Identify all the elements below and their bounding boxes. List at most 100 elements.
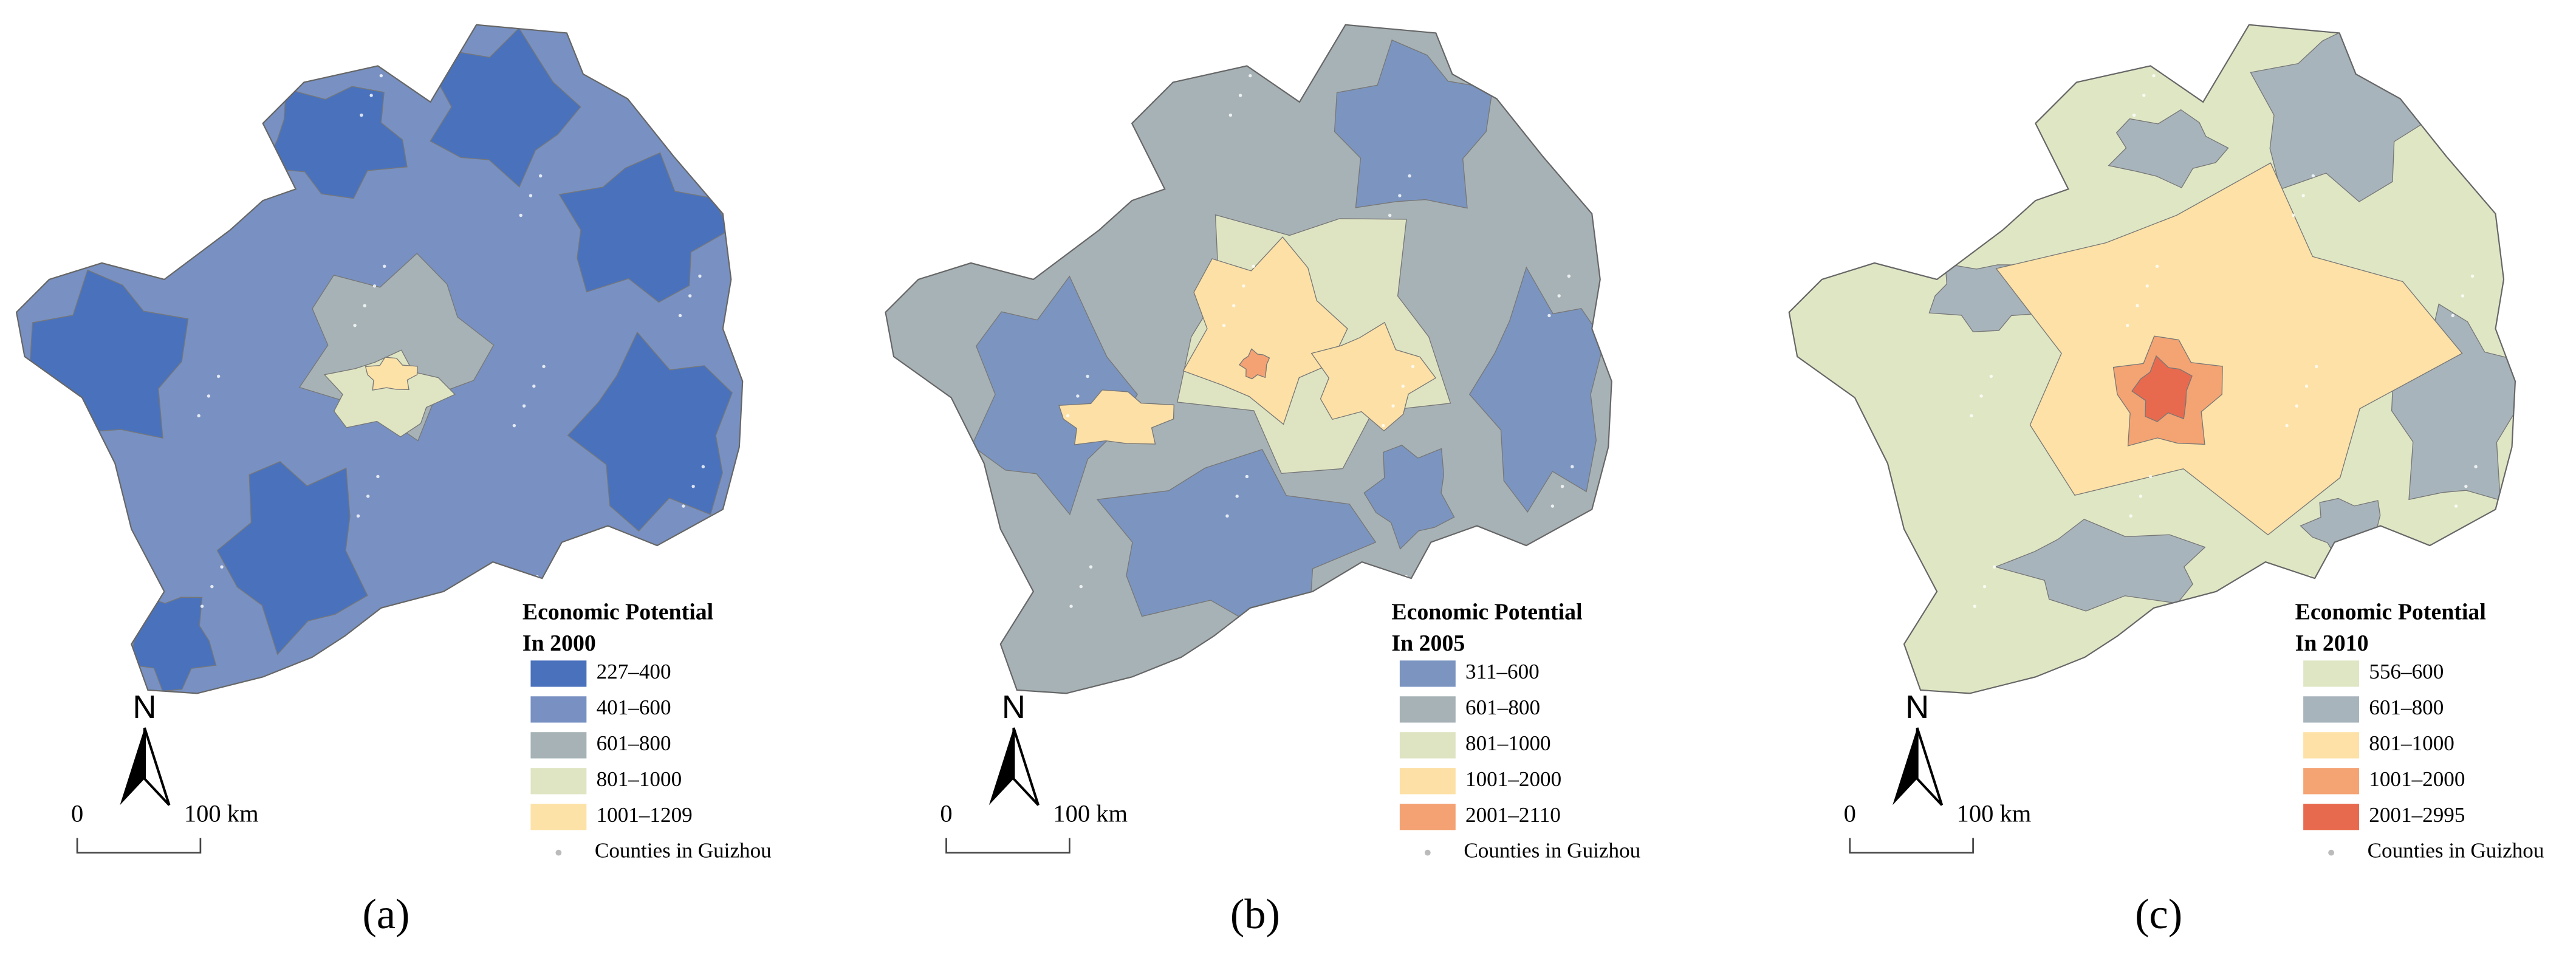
county-point — [223, 164, 227, 168]
legend-swatch — [530, 660, 587, 687]
county-point — [2298, 595, 2302, 598]
county-point — [2152, 74, 2156, 78]
county-point — [678, 313, 682, 318]
county-point — [204, 204, 207, 207]
county-point — [356, 514, 360, 518]
county-point — [213, 184, 217, 188]
legend-label: 801–1000 — [2369, 731, 2454, 755]
county-point — [1063, 224, 1066, 227]
region — [1058, 389, 1175, 445]
county-point — [542, 364, 546, 368]
scale-bar — [76, 838, 202, 854]
county-point — [2292, 213, 2295, 217]
scale-label: 0 — [940, 799, 952, 827]
county-point — [2470, 274, 2475, 278]
province-outline — [15, 24, 744, 694]
county-point — [372, 284, 377, 288]
county-point — [64, 64, 67, 68]
region — [1363, 445, 1455, 550]
county-point — [1249, 74, 1252, 78]
legend-swatch — [1399, 804, 1456, 830]
county-point — [1401, 385, 1405, 388]
region — [1310, 321, 1437, 432]
county-point — [1979, 394, 1983, 398]
scale-label: 100 km — [184, 799, 259, 827]
county-point — [220, 565, 224, 569]
county-point — [1571, 465, 1574, 468]
region — [430, 27, 581, 188]
county-point — [694, 84, 699, 87]
county-point — [200, 604, 204, 608]
county-point — [691, 484, 695, 488]
county-point — [1560, 484, 1564, 488]
legend-title: In 2000 — [522, 631, 596, 656]
legend-swatch — [2303, 768, 2360, 795]
region — [1182, 236, 1348, 425]
county-point — [1092, 164, 1096, 168]
county-point — [376, 474, 380, 479]
county-point — [1986, 184, 1990, 188]
county-point — [526, 595, 529, 598]
north-arrow — [1916, 727, 1944, 806]
county-point — [210, 584, 214, 589]
county-point — [2142, 94, 2146, 97]
region — [216, 461, 368, 655]
county-point — [369, 94, 373, 97]
county-point — [2464, 484, 2468, 488]
county-point — [1989, 374, 1993, 378]
county-point — [1242, 284, 1245, 288]
county-point — [1970, 414, 1973, 418]
county-point — [1547, 313, 1551, 318]
legend-swatch — [1399, 768, 1456, 795]
county-point — [529, 194, 533, 197]
legend-swatch — [530, 768, 587, 795]
map — [16, 24, 743, 694]
region — [567, 331, 733, 532]
county-point — [353, 323, 357, 327]
county-point — [682, 504, 685, 508]
county-point — [1238, 94, 1242, 97]
county-point — [207, 394, 211, 398]
county-point — [1554, 103, 1558, 108]
county-point — [1982, 584, 1987, 589]
region — [1238, 348, 1270, 380]
legend-label: 1001–2000 — [2369, 767, 2465, 791]
province-outline — [1788, 24, 2516, 694]
county-point — [2461, 294, 2465, 298]
legend-swatch — [530, 696, 587, 723]
county-point — [519, 213, 522, 217]
county-point — [1394, 595, 1399, 598]
county-point — [2288, 614, 2292, 618]
region — [1334, 39, 1493, 209]
legend-label: 2001–2995 — [2369, 803, 2465, 827]
county-point — [1388, 213, 1392, 217]
county-point — [2145, 284, 2149, 288]
legend-label: 401–600 — [597, 696, 671, 719]
county-point — [538, 174, 543, 178]
region — [558, 152, 730, 303]
county-point — [933, 64, 937, 68]
legend-swatch — [530, 732, 587, 759]
north-label: N — [1905, 689, 1929, 725]
region — [971, 275, 1138, 516]
county-point — [1411, 364, 1415, 368]
legend-label: 1001–2000 — [1465, 767, 1561, 791]
county-point — [1235, 494, 1239, 498]
county-point — [2136, 304, 2139, 307]
county-point — [675, 123, 679, 127]
north-arrow — [988, 728, 1014, 806]
north-arrow — [143, 727, 171, 806]
county-point — [2285, 423, 2289, 428]
county-point — [1976, 204, 1980, 207]
legend-swatch — [1399, 660, 1456, 687]
legend-swatch — [1399, 696, 1456, 723]
region — [2108, 109, 2229, 188]
county-point — [1228, 113, 1233, 117]
legend-swatch — [2303, 732, 2360, 759]
scale-label: 0 — [1844, 799, 1856, 827]
county-point — [2315, 364, 2318, 368]
panel-label: (b) — [1230, 891, 1280, 938]
